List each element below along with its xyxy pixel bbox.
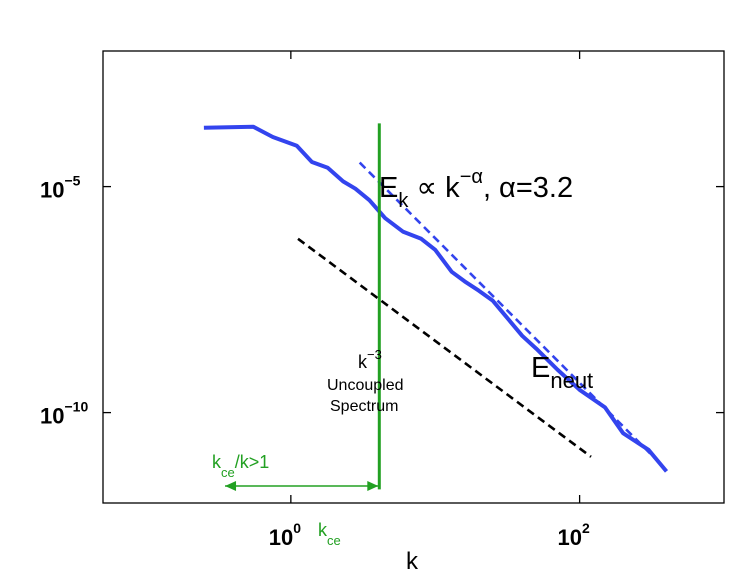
x-tick-base: 10 bbox=[269, 525, 293, 550]
neut-label-sub: neut bbox=[550, 368, 593, 393]
x-axis-label: k bbox=[406, 548, 419, 575]
series-line-eneut bbox=[203, 124, 669, 473]
series-line-fit bbox=[358, 161, 656, 459]
kce-axis-sub: ce bbox=[327, 533, 341, 548]
fit-label-main: E bbox=[379, 172, 398, 204]
k3-label-sup: −3 bbox=[367, 347, 382, 362]
x-tick-base: 10 bbox=[557, 525, 581, 550]
y-tick-label: 10−10 bbox=[40, 399, 88, 429]
x-tick-label: 100 bbox=[269, 520, 301, 550]
fit-label: Ek ∝ k−α, α=3.2 bbox=[379, 166, 573, 212]
uncoupled-label-line2: Spectrum bbox=[330, 398, 398, 415]
fit-label-sup: −α bbox=[460, 166, 483, 188]
y-tick-exp: −5 bbox=[64, 173, 80, 189]
plot-frame bbox=[102, 50, 725, 504]
fit-label-tail: , α=3.2 bbox=[483, 172, 573, 204]
y-tick-base: 10 bbox=[40, 178, 64, 203]
k3-label: k−3 bbox=[358, 347, 382, 372]
series-line-k3-guide bbox=[297, 237, 592, 458]
uncoupled-label-line1: Uncoupled bbox=[327, 377, 404, 394]
fit-label-mid: ∝ k bbox=[408, 172, 460, 204]
x-tick-label: 102 bbox=[557, 520, 589, 550]
fit-label-sub: k bbox=[398, 190, 409, 212]
axes-frame bbox=[102, 50, 725, 504]
kce-axis-main: k bbox=[318, 520, 328, 540]
annotations: k Ek ∝ k−α, α=3.2 Eneut k−3 Uncoupled Sp… bbox=[212, 166, 593, 575]
neut-label-main: E bbox=[531, 352, 550, 384]
kce-arrow-sub: ce bbox=[221, 465, 235, 480]
neut-label: Eneut bbox=[531, 352, 593, 393]
y-tick-label: 10−5 bbox=[40, 173, 81, 203]
x-tick-exp: 2 bbox=[582, 520, 590, 536]
kce-arrow-label: kce/k>1 bbox=[212, 452, 269, 480]
x-tick-exp: 0 bbox=[293, 520, 301, 536]
series-group bbox=[203, 123, 669, 490]
kce-arrow-main: k bbox=[212, 452, 222, 472]
kce-axis-label: kce bbox=[318, 520, 341, 548]
y-tick-exp: −10 bbox=[64, 399, 88, 415]
kce-arrow-tail: /k>1 bbox=[235, 452, 270, 472]
k3-label-main: k bbox=[358, 352, 368, 372]
kce-arrow-head-right bbox=[367, 481, 379, 491]
y-tick-base: 10 bbox=[40, 404, 64, 429]
kce-arrow-head-left bbox=[225, 481, 237, 491]
